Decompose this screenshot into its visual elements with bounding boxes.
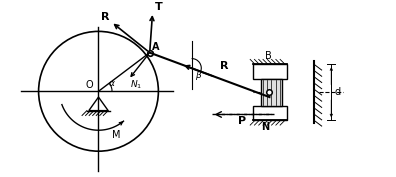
Text: R: R (221, 61, 229, 71)
Text: $\alpha$: $\alpha$ (108, 79, 116, 88)
Text: P: P (238, 116, 246, 126)
Text: O: O (86, 80, 93, 90)
Bar (261, 79, 282, 106)
Text: $N_1$: $N_1$ (130, 78, 143, 91)
Text: T: T (154, 2, 162, 12)
Text: A: A (152, 42, 159, 52)
Text: $\beta$: $\beta$ (194, 69, 202, 82)
Text: d: d (334, 87, 340, 97)
Bar (253, 106, 287, 120)
Text: B: B (265, 51, 271, 61)
Text: R: R (101, 12, 110, 22)
Bar (253, 64, 287, 79)
Text: N: N (261, 122, 269, 132)
Text: M: M (112, 130, 120, 140)
